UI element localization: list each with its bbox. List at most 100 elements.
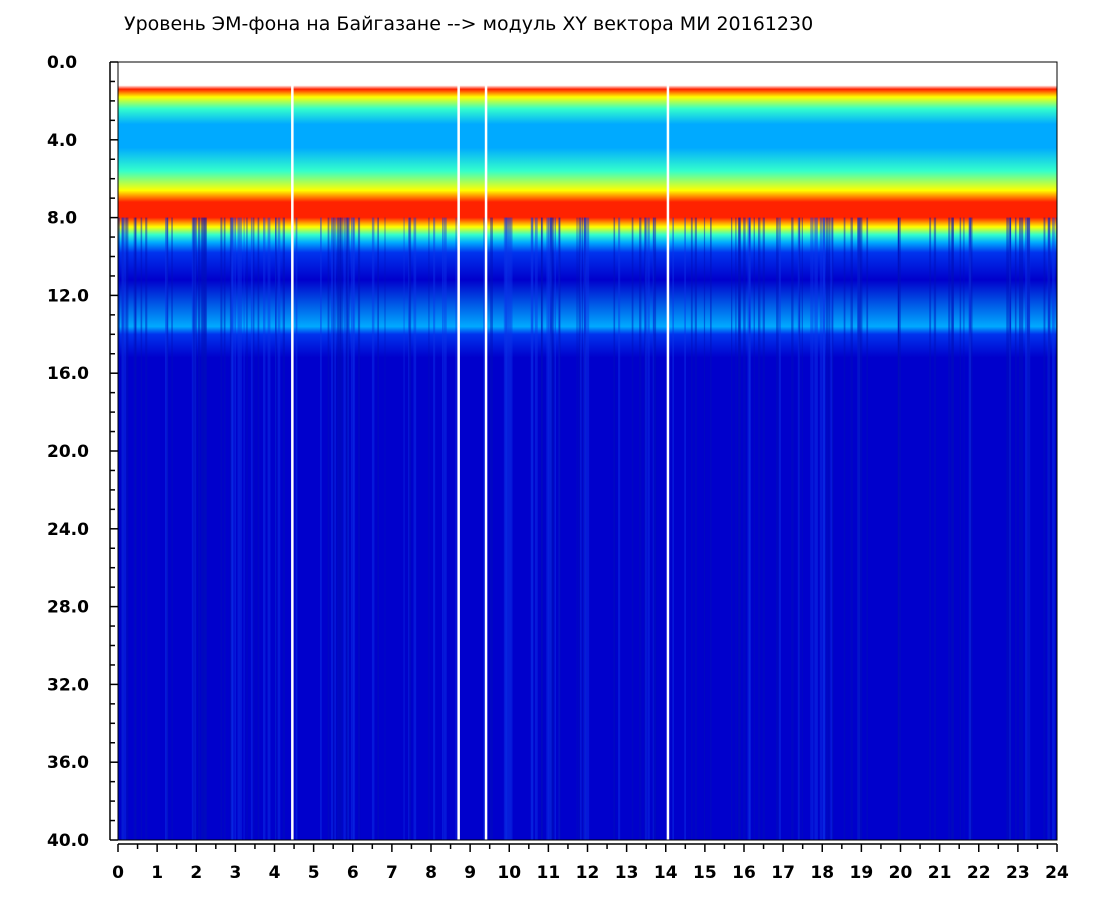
- y-axis: 0.0 4.0 8.0 12.0 16.0 20.0 24.0 28.0 32.0 36.0 40.…: [47, 53, 118, 851]
- streak: [490, 217, 493, 841]
- streak: [897, 217, 899, 841]
- streak: [1047, 217, 1050, 841]
- streak: [192, 217, 196, 841]
- streak: [738, 217, 741, 841]
- streak: [191, 217, 195, 841]
- streak: [703, 217, 706, 841]
- streak: [1014, 217, 1017, 841]
- y-tick-label: 32.0: [47, 675, 89, 695]
- streak: [758, 217, 761, 841]
- streak: [558, 217, 561, 841]
- streak: [822, 217, 826, 841]
- streak: [850, 217, 853, 841]
- x-tick-label: 20: [889, 863, 913, 883]
- streak: [738, 217, 741, 841]
- streak: [762, 217, 765, 841]
- streak: [275, 217, 277, 841]
- data-gap: [484, 62, 488, 840]
- streak: [825, 217, 829, 841]
- streak: [223, 217, 226, 841]
- streak: [198, 217, 201, 841]
- streak: [295, 217, 298, 841]
- streak: [346, 217, 348, 841]
- streak: [631, 217, 634, 841]
- streak: [230, 217, 234, 841]
- streak: [483, 217, 485, 841]
- streak: [408, 217, 412, 841]
- streak: [866, 217, 869, 841]
- streak: [275, 217, 276, 841]
- streak: [843, 217, 846, 841]
- streak: [753, 217, 755, 841]
- x-tick-label: 8: [425, 863, 437, 883]
- streak: [580, 217, 582, 841]
- streak: [246, 217, 248, 841]
- streak: [408, 217, 410, 841]
- x-tick-label: 4: [269, 863, 281, 883]
- streak: [348, 217, 350, 841]
- streak: [933, 217, 937, 841]
- streak: [776, 217, 779, 841]
- streak: [1052, 217, 1055, 841]
- x-tick-label: 2: [190, 863, 202, 883]
- streak: [1027, 217, 1031, 841]
- streak: [950, 217, 954, 841]
- streak: [1010, 217, 1011, 841]
- y-tick-label: 24.0: [47, 520, 89, 540]
- streak: [968, 217, 972, 841]
- streak: [1021, 217, 1024, 841]
- streak: [550, 217, 552, 841]
- y-tick-label: 40.0: [47, 831, 89, 851]
- streak: [350, 217, 353, 841]
- x-tick-label: 13: [615, 863, 639, 883]
- streak: [145, 217, 148, 841]
- streak: [403, 217, 405, 841]
- x-tick-label: 21: [928, 863, 952, 883]
- streak: [413, 217, 417, 841]
- streak: [684, 217, 686, 841]
- streak: [384, 217, 386, 841]
- x-tick-label: 22: [967, 863, 991, 883]
- streak: [645, 217, 647, 841]
- streak: [165, 217, 168, 841]
- streak: [277, 217, 281, 841]
- streak: [586, 217, 590, 841]
- streak: [639, 217, 642, 841]
- streak: [1019, 217, 1021, 841]
- streak: [798, 217, 801, 841]
- streak: [1006, 217, 1009, 841]
- streak: [584, 217, 587, 841]
- x-tick-label: 24: [1045, 863, 1069, 883]
- streak: [810, 217, 812, 841]
- streak: [749, 217, 751, 841]
- streak: [197, 217, 200, 841]
- chart-title: Уровень ЭМ-фона на Байгазане --> модуль …: [124, 13, 813, 35]
- streak: [1055, 217, 1057, 841]
- x-tick-label: 10: [497, 863, 521, 883]
- x-tick-label: 23: [1006, 863, 1030, 883]
- streak: [428, 217, 430, 841]
- streak: [234, 217, 237, 841]
- streak: [898, 217, 901, 841]
- streak: [503, 217, 506, 841]
- streak: [576, 217, 578, 841]
- streak: [250, 217, 253, 841]
- streak: [509, 217, 513, 841]
- streak: [352, 217, 354, 841]
- x-tick-label: 1: [151, 863, 163, 883]
- streak: [371, 217, 375, 841]
- streak: [748, 217, 751, 841]
- streak: [532, 217, 534, 841]
- streak: [340, 217, 343, 841]
- streak: [963, 217, 965, 841]
- y-tick-label: 16.0: [47, 364, 89, 384]
- streak: [455, 217, 457, 841]
- x-tick-label: 14: [654, 863, 678, 883]
- streak: [231, 217, 234, 841]
- x-tick-label: 6: [347, 863, 359, 883]
- streak: [948, 217, 951, 841]
- x-tick-label: 3: [229, 863, 241, 883]
- y-tick-label: 12.0: [47, 286, 89, 306]
- x-tick-label: 12: [576, 863, 600, 883]
- streak: [959, 217, 962, 841]
